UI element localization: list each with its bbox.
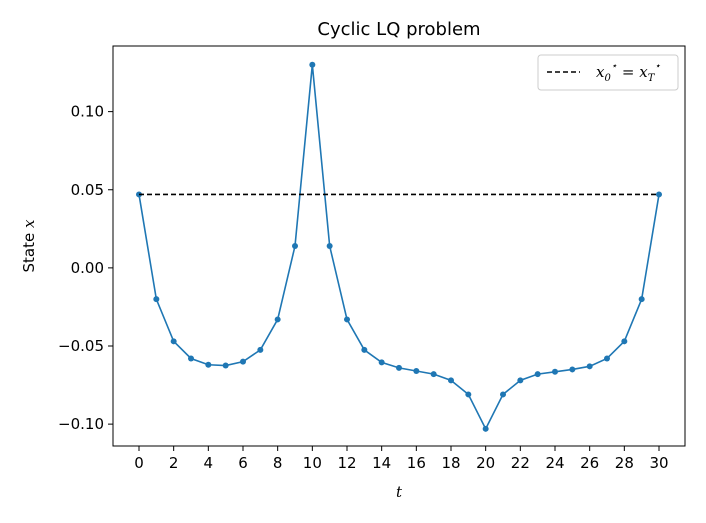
legend-sub-T: T: [648, 73, 656, 84]
data-point: [378, 359, 385, 366]
data-point: [638, 296, 645, 303]
x-tick-label: 4: [204, 454, 214, 472]
data-point: [170, 338, 177, 345]
x-tick-label: 20: [476, 454, 495, 472]
x-tick-label: 28: [615, 454, 634, 472]
data-point: [448, 377, 454, 384]
x-tick-label: 16: [407, 454, 426, 472]
series-layer: [136, 61, 662, 432]
legend-sub-0: 0: [604, 73, 611, 84]
data-point: [326, 243, 333, 249]
data-point: [222, 362, 229, 369]
x-tick-label: 8: [273, 454, 283, 472]
data-point: [153, 296, 160, 303]
series-line-0: [138, 64, 660, 431]
x-tick-label: 2: [169, 454, 179, 472]
legend-sup-star: ⋆: [611, 61, 617, 72]
legend-box: [537, 54, 679, 91]
y-tick-label: −0.05: [58, 337, 104, 355]
y-tick-label: −0.10: [58, 415, 104, 433]
data-point: [309, 61, 316, 68]
y-axis-label-variable: x: [20, 219, 38, 228]
data-point: [604, 355, 610, 362]
data-point: [482, 425, 489, 432]
data-point: [656, 191, 662, 198]
data-point: [430, 371, 437, 378]
y-tick-label: 0.10: [71, 103, 104, 121]
data-point: [240, 358, 246, 365]
data-point: [500, 391, 506, 398]
x-axis: 0 2 4 6 8 10 12 14 16 18 20 22 24 26 28 30: [134, 446, 669, 472]
x-tick-label: 0: [134, 454, 144, 472]
y-axis-label-prefix: State: [20, 228, 38, 272]
legend: x0⋆ = xT⋆: [537, 54, 679, 91]
data-point: [517, 377, 524, 384]
data-point: [621, 338, 628, 345]
legend-x0: x: [596, 63, 605, 81]
y-axis: −0.10 −0.05 0.00 0.05 0.10: [58, 103, 113, 433]
y-axis-label: State x: [20, 219, 38, 272]
x-tick-label: 24: [545, 454, 564, 472]
data-point: [586, 363, 593, 370]
data-point: [396, 364, 402, 371]
x-tick-label: 30: [649, 454, 668, 472]
x-tick-label: 26: [580, 454, 599, 472]
data-point: [552, 368, 558, 375]
data-point: [569, 366, 576, 373]
data-point: [292, 243, 298, 249]
x-tick-label: 18: [441, 454, 460, 472]
data-point: [344, 316, 350, 323]
legend-xT: x: [639, 63, 648, 81]
legend-equals: =: [617, 63, 639, 81]
x-tick-label: 22: [511, 454, 530, 472]
chart-title: Cyclic LQ problem: [317, 19, 480, 40]
x-tick-label: 12: [337, 454, 356, 472]
legend-sup-star-2: ⋆: [654, 61, 660, 72]
x-tick-label: 6: [238, 454, 248, 472]
data-point: [413, 368, 420, 374]
y-tick-label: 0.00: [71, 259, 104, 277]
plot-frame: [112, 45, 686, 447]
data-point: [188, 355, 194, 362]
data-point: [205, 361, 212, 368]
y-tick-label: 0.05: [71, 181, 104, 199]
data-point: [257, 346, 264, 353]
legend-label: x0⋆ = xT⋆: [596, 61, 661, 84]
x-tick-label: 14: [372, 454, 391, 472]
data-point: [274, 316, 281, 323]
data-point: [361, 346, 368, 353]
data-point: [465, 391, 472, 398]
x-tick-label: 10: [303, 454, 322, 472]
data-point: [534, 371, 541, 378]
x-axis-label: t: [396, 483, 403, 501]
